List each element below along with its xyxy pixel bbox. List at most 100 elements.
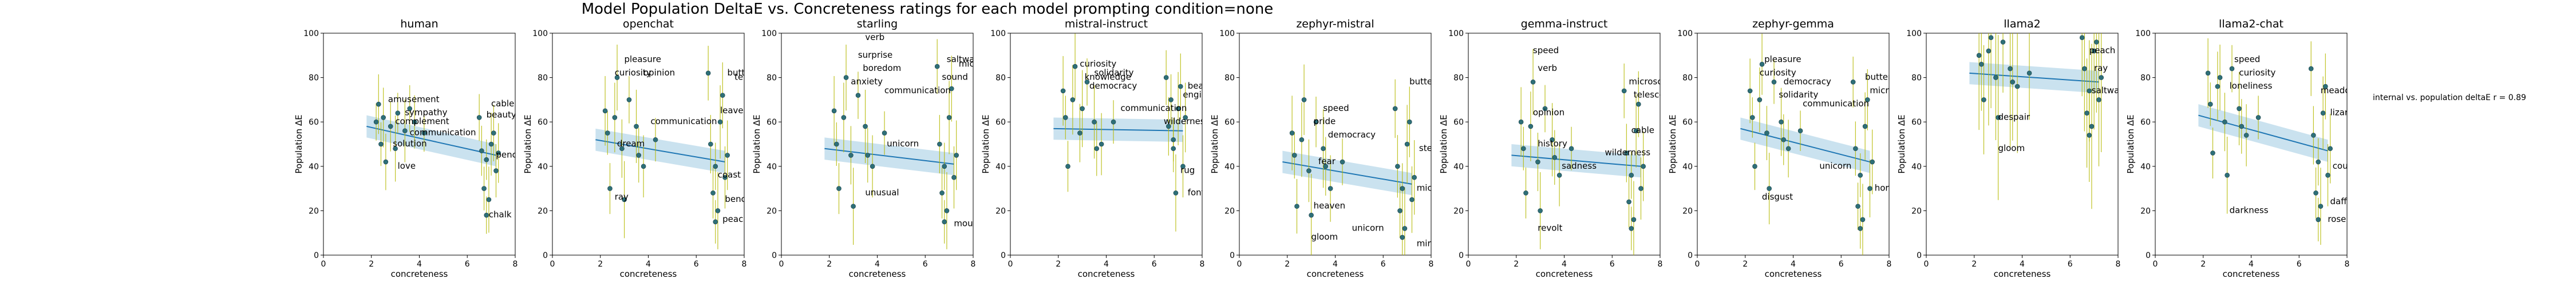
data-point xyxy=(1409,197,1415,202)
data-point xyxy=(1400,186,1405,191)
x-tick-label: 2 xyxy=(1285,260,1290,269)
data-point xyxy=(1631,217,1637,223)
y-tick-label: 0 xyxy=(2146,251,2151,260)
data-point xyxy=(1624,150,1629,156)
data-point xyxy=(1301,97,1307,102)
point-label-dream: dream xyxy=(617,138,645,149)
data-point xyxy=(1781,137,1787,142)
data-point xyxy=(479,148,484,153)
point-label-microscope: microscope xyxy=(1629,76,1678,86)
y-tick-label: 40 xyxy=(767,162,777,172)
point-label-curiosity: curiosity xyxy=(615,67,651,78)
data-point xyxy=(1299,137,1305,142)
y-tick-label: 20 xyxy=(1224,206,1235,216)
data-point xyxy=(2014,84,2020,89)
regression-line xyxy=(366,125,496,156)
x-tick-label: 6 xyxy=(1381,260,1386,269)
x-tick-label: 6 xyxy=(1610,260,1615,269)
data-point xyxy=(2255,115,2261,120)
x-axis-label: concreteness xyxy=(1994,269,2051,279)
data-point xyxy=(855,93,861,98)
x-axis-label: concreteness xyxy=(1765,269,1822,279)
data-point xyxy=(2316,159,2321,165)
point-label-democracy: democracy xyxy=(1784,76,1831,86)
data-point xyxy=(488,141,494,147)
data-point xyxy=(1518,119,1524,125)
y-axis-label: Population ΔE xyxy=(523,114,533,173)
x-tick-label: 8 xyxy=(1200,260,1205,269)
data-point xyxy=(1294,204,1299,209)
point-label-communication: communication xyxy=(1120,103,1187,113)
data-point xyxy=(1395,164,1400,169)
data-point xyxy=(407,106,413,112)
point-label-pleasure: pleasure xyxy=(1764,54,1801,65)
data-point xyxy=(1855,204,1860,209)
point-label-darkness: darkness xyxy=(2230,205,2269,215)
data-point xyxy=(1171,146,1176,152)
data-point xyxy=(491,130,496,136)
point-label-disgust: disgust xyxy=(1762,192,1793,202)
data-point xyxy=(634,124,639,129)
x-tick-label: 2 xyxy=(369,260,374,269)
data-point xyxy=(2008,66,2013,72)
data-point xyxy=(1060,88,1066,94)
y-tick-label: 40 xyxy=(538,162,548,172)
x-tick-label: 4 xyxy=(875,260,880,269)
data-point xyxy=(1633,128,1639,134)
point-label-gloom: gloom xyxy=(1998,143,2025,153)
point-label-speed: speed xyxy=(1323,103,1349,113)
y-tick-label: 100 xyxy=(1219,29,1235,38)
data-point xyxy=(1080,106,1085,112)
point-label-anxiety: anxiety xyxy=(851,76,883,86)
x-tick-label: 0 xyxy=(1466,260,1471,269)
data-point xyxy=(2089,124,2095,129)
data-point xyxy=(946,115,952,120)
y-tick-label: 100 xyxy=(532,29,548,38)
data-point xyxy=(1404,141,1410,147)
regression-line xyxy=(1282,161,1412,185)
point-label-horse: horse xyxy=(1875,183,1899,193)
data-point xyxy=(1759,62,1765,67)
data-point xyxy=(1865,97,1870,102)
point-label-leaves: leaves xyxy=(720,105,748,116)
y-tick-label: 0 xyxy=(772,251,777,260)
y-tick-label: 20 xyxy=(538,206,548,216)
point-label-history: history xyxy=(1538,138,1567,149)
data-point xyxy=(1065,164,1070,169)
point-label-coast: coast xyxy=(718,169,741,180)
data-point xyxy=(2099,75,2104,80)
data-point xyxy=(653,137,658,142)
data-point xyxy=(2087,88,2092,94)
panel-mistral-instruct: 0 2 4 6 8020406080100mistral-instructconcret… xyxy=(981,18,1205,279)
y-tick-label: 80 xyxy=(1224,74,1235,83)
y-tick-label: 0 xyxy=(543,251,548,260)
data-point xyxy=(376,101,381,107)
data-point xyxy=(1988,35,1994,41)
data-point xyxy=(1306,168,1311,173)
y-tick-label: 20 xyxy=(309,206,319,216)
data-point xyxy=(1993,75,1998,80)
data-point xyxy=(715,208,721,213)
y-tick-label: 60 xyxy=(538,118,548,127)
x-tick-label: 4 xyxy=(1562,260,1567,269)
x-tick-label: 8 xyxy=(1887,260,1892,269)
data-point xyxy=(626,97,632,102)
point-label-knowledge: knowledge xyxy=(1085,72,1131,82)
data-point xyxy=(834,141,839,147)
x-tick-label: 2 xyxy=(1743,260,1748,269)
panel-title: gemma-instruct xyxy=(1521,18,1608,30)
data-point xyxy=(1321,146,1326,152)
data-point xyxy=(954,153,959,158)
data-point xyxy=(1779,119,1784,125)
data-point xyxy=(1870,159,1875,165)
x-tick-label: 4 xyxy=(1333,260,1338,269)
data-point xyxy=(1853,146,1858,152)
data-point xyxy=(1402,226,1408,231)
data-point xyxy=(1979,62,1984,67)
data-point xyxy=(2084,110,2089,116)
point-label-complement: complement xyxy=(395,116,449,126)
figure-title: Model Population DeltaE vs. Concreteness… xyxy=(582,1,1274,18)
data-point xyxy=(421,130,427,136)
data-point xyxy=(1621,88,1627,94)
